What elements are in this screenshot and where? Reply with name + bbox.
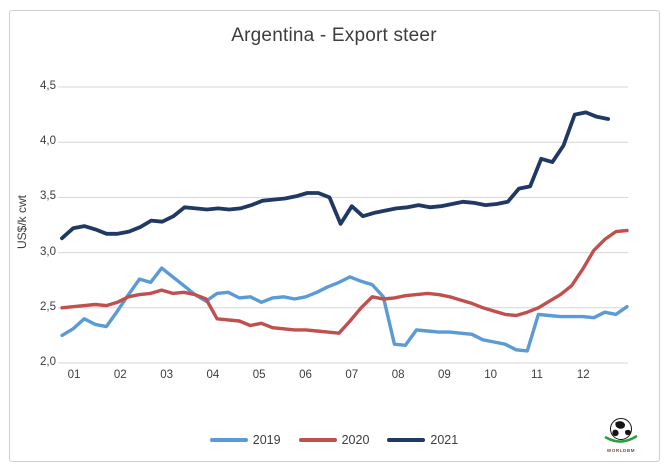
- series-line-2019: [60, 266, 629, 353]
- logo-text: WORLDBM: [606, 448, 636, 453]
- x-tick-label: 05: [252, 369, 266, 381]
- x-tick-label: 07: [345, 369, 359, 381]
- y-tick-label: 2,5: [40, 300, 56, 313]
- x-tick-label: 09: [437, 369, 451, 381]
- y-tick-label: 2,0: [40, 356, 56, 368]
- series-line-2021: [60, 110, 610, 241]
- legend-label-2020: 2020: [341, 433, 370, 447]
- x-tick-label: 11: [531, 369, 543, 381]
- x-tick-label: 06: [299, 369, 312, 381]
- x-tick-label: 10: [484, 369, 498, 381]
- legend-item-2019: 2019: [209, 433, 281, 447]
- y-tick-label: 4,5: [40, 80, 56, 92]
- legend-item-2020: 2020: [298, 433, 370, 447]
- globe-icon: [604, 418, 638, 443]
- x-tick-label: 03: [160, 369, 173, 381]
- chart-title: Argentina - Export steer: [231, 25, 437, 46]
- x-tick-label: 02: [113, 369, 127, 381]
- legend-swatch-2019: [209, 438, 248, 442]
- legend-swatch-2020: [298, 438, 337, 442]
- worldbm-logo: WORLDBM: [600, 417, 642, 454]
- series-line-2020: [60, 228, 629, 335]
- legend-item-2021: 2021: [387, 433, 458, 447]
- chart-legend: 2019 2020 2021: [0, 433, 668, 447]
- y-tick-label: 4,0: [40, 135, 56, 148]
- x-tick-label: 04: [206, 369, 220, 381]
- chart-frame: [9, 10, 660, 462]
- legend-swatch-2021: [387, 438, 426, 442]
- legend-label-2019: 2019: [252, 433, 281, 447]
- x-tick-label: 12: [576, 369, 590, 381]
- x-tick-label: 08: [391, 369, 405, 381]
- x-tick-label: 01: [67, 369, 81, 381]
- y-tick-label: 3,5: [40, 190, 56, 203]
- y-tick-label: 3,0: [40, 245, 56, 258]
- legend-label-2021: 2021: [430, 433, 459, 447]
